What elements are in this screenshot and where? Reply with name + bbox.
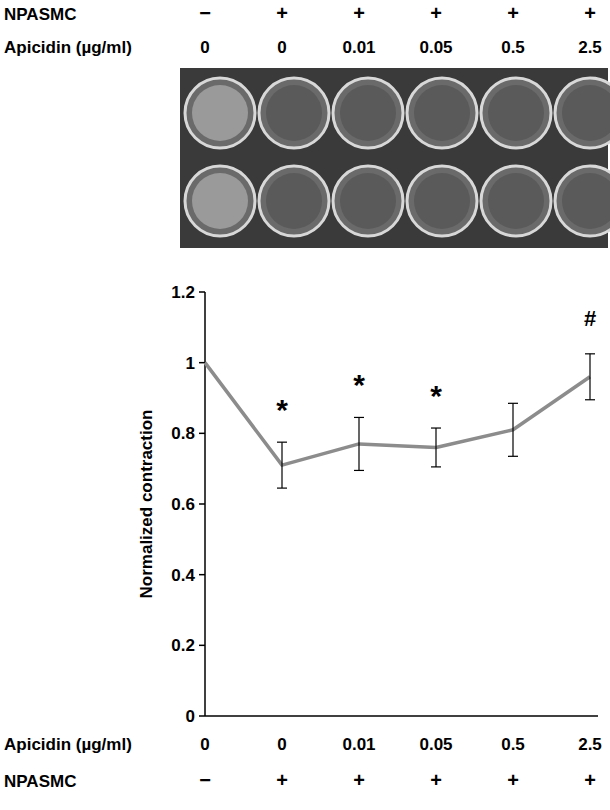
significance-marker: * [353,368,365,401]
y-tick-label: 1 [186,354,195,373]
row-value: + [507,2,519,24]
y-axis-title: Normalized contraction [137,410,156,599]
well [333,166,403,236]
well-content [340,85,396,141]
well [259,78,329,148]
y-tick [199,715,205,717]
row-value: + [353,769,365,791]
well-content [488,173,544,229]
well [555,166,610,236]
well-content [562,173,610,229]
y-tick [199,503,205,505]
x-tick-label: 2.5 [578,38,602,57]
well [259,166,329,236]
error-bar [354,417,364,470]
error-bar [277,442,287,488]
well [185,166,255,236]
x-axis-title: Apicidin (µg/ml) [4,735,132,754]
x-tick-label: 0.05 [419,38,452,57]
well [407,166,477,236]
well-content [562,85,610,141]
y-tick [199,574,205,576]
x-tick-label: 0.5 [501,38,525,57]
row-value: + [430,769,442,791]
x-tick-label: 0.05 [419,735,452,754]
y-tick-label: 0 [186,707,195,726]
error-bar [431,428,441,467]
x-axis [205,715,598,717]
row-label: NPASMC [4,5,76,24]
y-tick [199,291,205,293]
significance-marker: * [430,379,442,412]
row-label: NPASMC [4,772,76,791]
photo-background [180,68,608,248]
well-content [192,173,248,229]
x-tick-label: 0.01 [342,735,375,754]
x-tick-label: 0.5 [501,735,525,754]
y-tick [199,362,205,364]
x-tick-label: 0 [277,38,286,57]
y-tick-label: 0.4 [171,566,195,585]
y-tick [199,433,205,435]
x-tick-label: 0 [200,735,209,754]
well-content [414,173,470,229]
well-content [414,85,470,141]
row-value: + [507,769,519,791]
x-tick-label: 2.5 [578,735,602,754]
well-content [192,85,248,141]
well [481,166,551,236]
plot-area [205,354,595,488]
y-tick-label: 0.2 [171,636,195,655]
row-value: + [584,2,596,24]
x-tick-label: 0 [200,38,209,57]
row-value: + [584,769,596,791]
error-bar [508,403,518,456]
row-value: − [199,2,211,24]
well [407,78,477,148]
well-plate-photo [180,68,610,248]
series-line [205,363,590,465]
error-bar [585,354,595,400]
well-content [340,173,396,229]
well [333,78,403,148]
well [555,78,610,148]
well-content [266,173,322,229]
y-tick-label: 1.2 [171,283,195,302]
x-axis-title: Apicidin (µg/ml) [4,38,132,57]
row-value: + [430,2,442,24]
significance-marker: # [584,306,596,331]
row-value: − [199,769,211,791]
row-value: + [353,2,365,24]
well-content [266,85,322,141]
well [481,78,551,148]
x-tick-label: 0 [277,735,286,754]
row-value: + [276,769,288,791]
y-tick-label: 0.6 [171,495,195,514]
well [185,78,255,148]
row-value: + [276,2,288,24]
y-tick-label: 0.8 [171,424,195,443]
x-tick-label: 0.01 [342,38,375,57]
well-content [488,85,544,141]
significance-marker: * [276,393,288,426]
y-tick [199,645,205,647]
